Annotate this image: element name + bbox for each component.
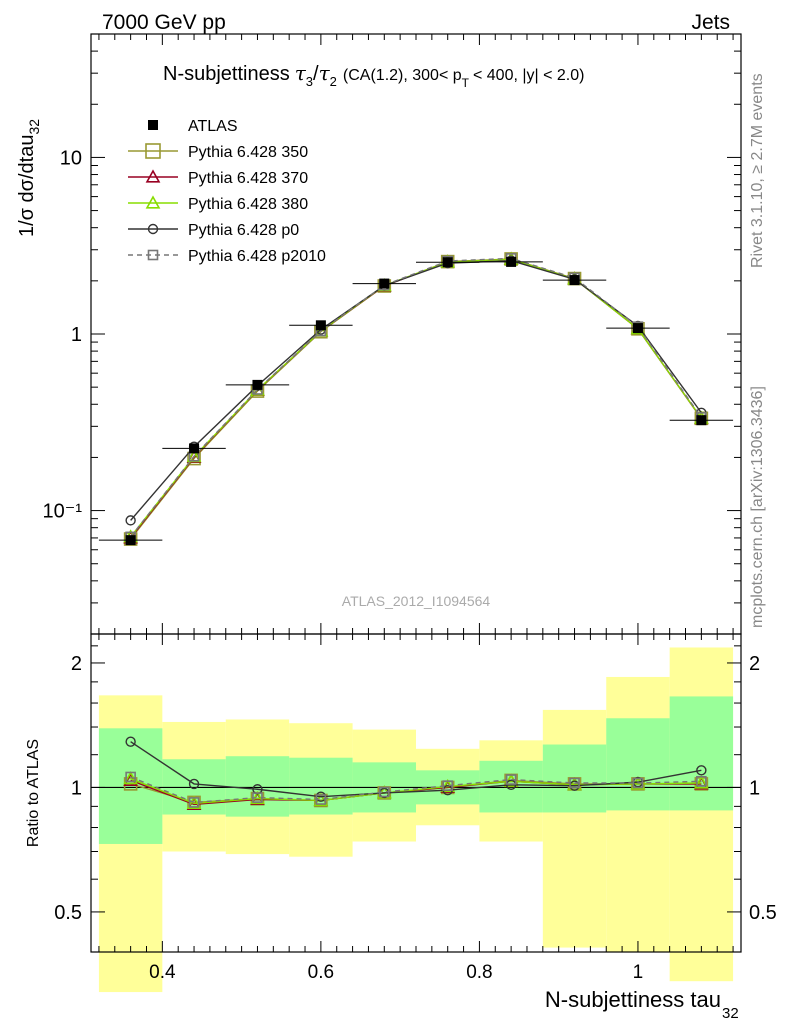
- legend-marker-5: [147, 249, 159, 261]
- band-inner-8: [606, 718, 670, 811]
- x-tick-label-2: 0.8: [466, 962, 492, 983]
- rivet-label: Rivet 3.1.10, ≥ 2.7M events: [749, 73, 766, 268]
- title-rest1: (CA(1.2), 300< p: [343, 67, 462, 84]
- title-main: N-subjettiness: [163, 63, 290, 85]
- main-series-layer: [98, 251, 734, 546]
- ratio-y-tick-label-left-1: 1: [71, 777, 82, 799]
- ratio-series-4-line: [130, 776, 702, 804]
- main-ylabel: 1/σ dσ/dtau32: [16, 119, 42, 237]
- ratio-series-2-point-1: [186, 795, 202, 809]
- title-subT: T: [462, 76, 470, 90]
- legend-marker-0: [148, 120, 158, 130]
- legend-marker-1: [145, 143, 161, 159]
- band-outer-8: [606, 676, 670, 952]
- atlas-point-3: [315, 320, 326, 331]
- ratio-uncertainty-bands: [98, 647, 734, 993]
- mcplots-label: mcplots.cern.ch [arXiv:1306.3436]: [749, 386, 766, 628]
- ratio-series-4-point-4: [378, 786, 390, 798]
- legend-label-5: Pythia 6.428 p2010: [188, 248, 326, 265]
- title-sub2: 2: [330, 74, 337, 89]
- ratio-y-tick-label-right-0: 0.5: [749, 902, 777, 924]
- x-tick-label-1: 0.6: [308, 962, 334, 983]
- legend-marker-3: [145, 195, 161, 209]
- header-left: 7000 GeV pp: [102, 11, 226, 34]
- main-y-tick-label-1: 1: [71, 324, 82, 346]
- main-series-5-line: [130, 257, 702, 538]
- ratio-series-3-line: [130, 741, 702, 798]
- ratio-series-4-point-5: [442, 780, 454, 791]
- legend-label-3: Pythia 6.428 380: [188, 196, 308, 213]
- ratio-series-4-point-8: [632, 777, 644, 789]
- legend-label-0: ATLAS: [188, 118, 238, 135]
- ratio-series-layer: [91, 736, 741, 810]
- band-inner-0: [98, 728, 163, 844]
- main-series-4-line: [130, 260, 702, 521]
- main-y-tick-label-0: 10: [60, 147, 82, 169]
- ratio-series-4-point-3: [315, 794, 327, 805]
- ratio-series-4-point-6: [505, 774, 517, 785]
- title-tau3: τ: [295, 61, 307, 85]
- ratio-series-4-point-0: [125, 771, 136, 783]
- main-series-2-line: [130, 258, 702, 539]
- x-axis-label-text: N-subjettiness tau: [545, 987, 721, 1012]
- ratio-y-tick-label-left-0: 0.5: [54, 902, 82, 924]
- legend-label-2: Pythia 6.428 370: [188, 170, 308, 187]
- atlas-point-0: [125, 535, 136, 546]
- legend: ATLAS Pythia 6.428 350 Pythia 6.428 370 Pyt…: [128, 118, 326, 265]
- main-y-tick-label-2: 10⁻¹: [43, 501, 83, 523]
- axes-layer: 0.4 0.6 0.8 1 10 1 10⁻¹ 0.5 0.5 1 1 2 2: [43, 33, 777, 983]
- atlas-point-2: [252, 379, 263, 390]
- atlas-point-8: [632, 323, 643, 334]
- atlas-point-4: [379, 278, 390, 289]
- title-tau2: τ: [319, 61, 331, 85]
- main-series-1-line: [130, 258, 702, 540]
- legend-label-1: Pythia 6.428 350: [188, 144, 308, 161]
- main-series-3-line: [130, 258, 702, 538]
- x-tick-label-3: 1: [633, 962, 644, 983]
- atlas-point-5: [442, 257, 453, 268]
- x-axis-label: N-subjettiness tau: [545, 987, 721, 1012]
- ratio-series-2-point-9: [694, 775, 709, 789]
- title-sub3: 3: [306, 74, 313, 89]
- ratio-series-4-point-2: [252, 792, 263, 803]
- plot-title: N-subjettiness τ3/τ2 (CA(1.2), 300< pT < 40…: [163, 61, 584, 90]
- analysis-watermark: ATLAS_2012_I1094564: [342, 593, 491, 609]
- atlas-point-7: [569, 275, 580, 286]
- atlas-point-1: [189, 443, 200, 454]
- band-inner-9: [669, 696, 734, 811]
- ratio-series-4-point-9: [696, 775, 707, 787]
- atlas-point-9: [696, 415, 707, 426]
- ratio-y-tick-label-right-2: 2: [749, 653, 760, 675]
- ratio-series-3-point-0: [125, 736, 136, 747]
- ratio-series-4-point-1: [188, 797, 200, 808]
- title-rest2: < 400, |y| < 2.0): [473, 67, 585, 84]
- band-inner-2: [225, 756, 290, 817]
- legend-label-4: Pythia 6.428 p0: [188, 222, 299, 239]
- ratio-y-tick-label-left-2: 2: [71, 653, 82, 675]
- title-slash: /: [313, 63, 319, 85]
- main-ylabel-text: 1/σ dσ/dtau: [16, 135, 38, 238]
- x-tick-label-0: 0.4: [149, 962, 176, 983]
- ratio-series-3-point-1: [188, 778, 200, 790]
- main-ylabel-sub: 32: [26, 119, 42, 135]
- header-right: Jets: [691, 11, 730, 34]
- ratio-series-4-point-7: [569, 777, 580, 789]
- ratio-series-3-point-9: [696, 765, 707, 776]
- ratio-y-tick-label-right-1: 1: [749, 777, 760, 799]
- x-axis-label-sub: 32: [722, 1005, 739, 1022]
- atlas-point-6: [506, 256, 517, 267]
- ratio-ylabel: Ratio to ATLAS: [25, 739, 42, 847]
- legend-marker-4: [147, 223, 159, 235]
- main-series-4-point-0: [125, 515, 136, 526]
- legend-marker-2: [145, 169, 161, 183]
